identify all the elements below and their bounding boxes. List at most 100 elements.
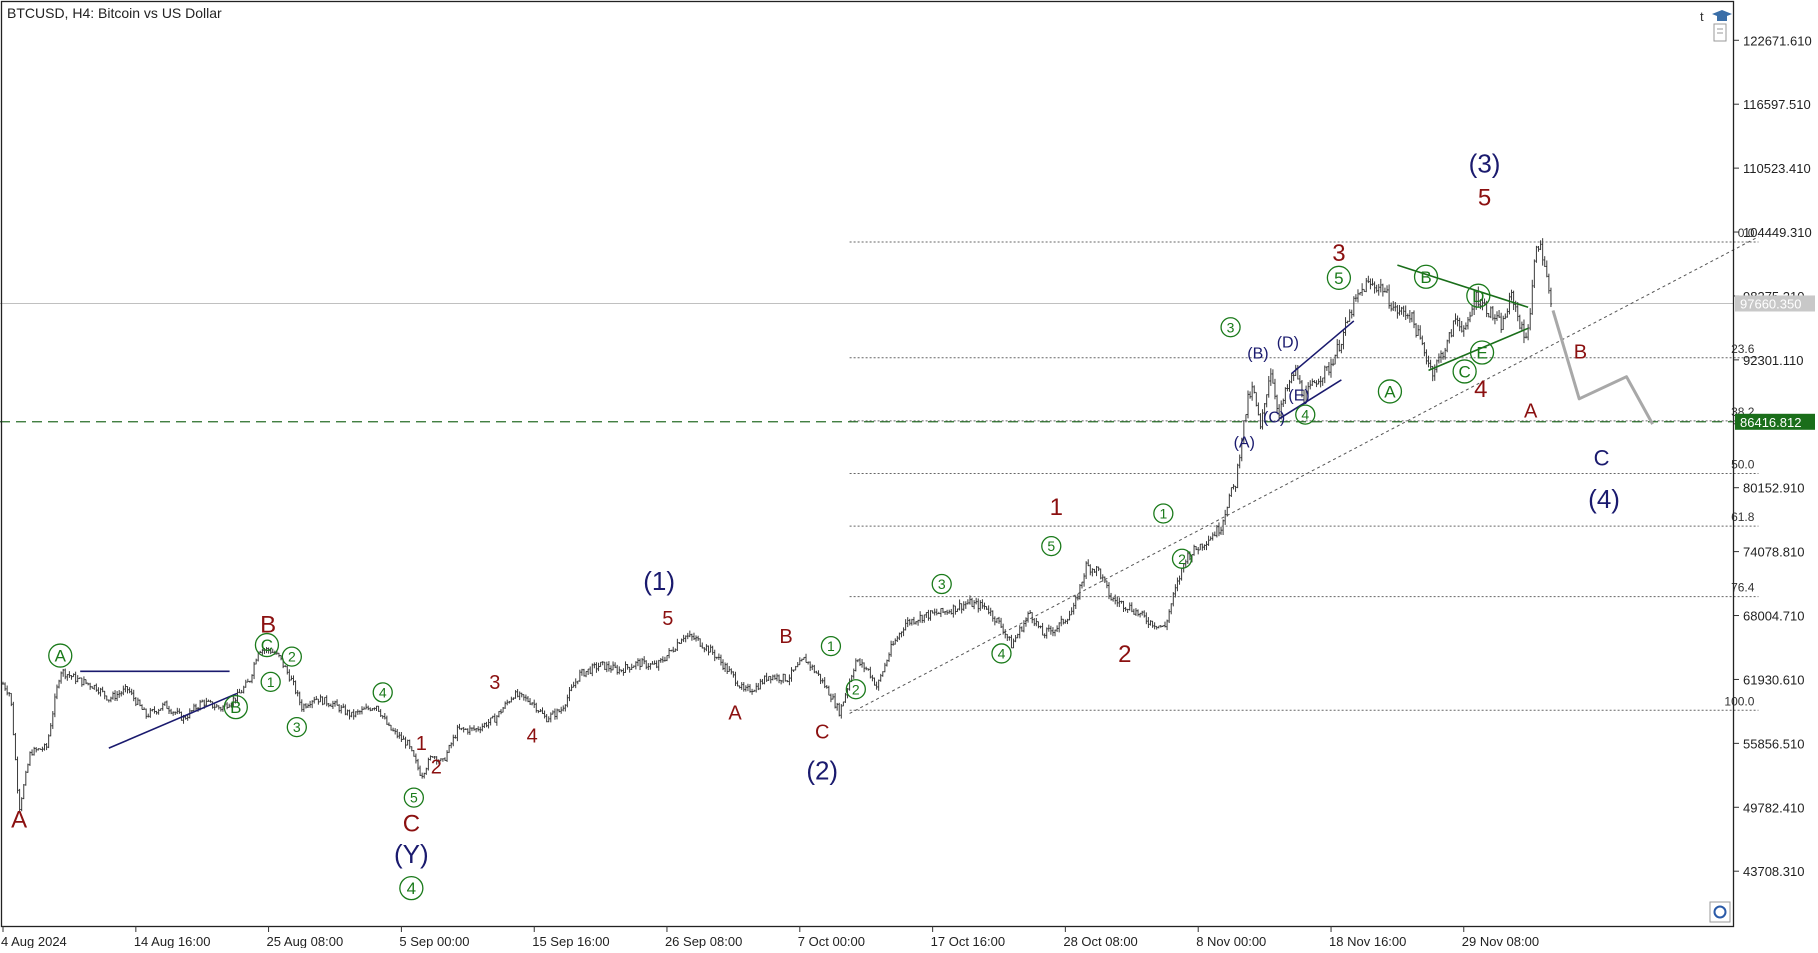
forecast-path	[1551, 309, 1654, 425]
forecast-polyline	[1551, 309, 1654, 425]
wave-label-21: C	[815, 722, 829, 744]
wave-label-9: 1	[416, 733, 427, 755]
wave-label-50: B	[1574, 342, 1587, 364]
svg-text:3: 3	[938, 576, 946, 592]
svg-text:2: 2	[288, 649, 296, 665]
wave-label-36: (C)	[1263, 409, 1285, 426]
wave-label-18: 5	[662, 608, 673, 630]
wave-label-14: 4	[399, 875, 424, 901]
wave-label-32: 3	[1220, 317, 1241, 338]
svg-text:1: 1	[827, 638, 835, 654]
wave-label-40: 5	[1326, 265, 1352, 290]
wave-label-47: 5	[1478, 184, 1491, 211]
wave-label-15: 3	[489, 672, 500, 694]
wave-label-26: 4	[991, 643, 1012, 664]
wave-label-13: (Y)	[394, 839, 429, 869]
svg-text:97660.350: 97660.350	[1740, 296, 1801, 311]
y-tick-label-11: 55856.510	[1743, 736, 1804, 751]
wave-label-48: (3)	[1469, 148, 1501, 178]
svg-text:86416.812: 86416.812	[1740, 415, 1801, 430]
y-tick-label-3: 104449.310	[1743, 225, 1812, 240]
wave-label-38: (A)	[1234, 435, 1255, 452]
wave-label-39: 3	[1332, 240, 1345, 267]
x-tick-label-11: 29 Nov 08:00	[1462, 934, 1539, 948]
wave-label-42: A	[1377, 379, 1403, 404]
svg-text:5: 5	[410, 790, 418, 806]
x-tick-label-4: 15 Sep 16:00	[532, 934, 609, 948]
svg-text:4: 4	[407, 879, 416, 898]
fib-label-5: 76.4	[1731, 581, 1755, 595]
wave-label-20: B	[779, 626, 792, 648]
y-tick-label-7: 80152.910	[1743, 481, 1804, 496]
wave-label-44: E	[1469, 340, 1495, 365]
wave-label-22: (2)	[806, 756, 838, 786]
x-tick-label-0: 4 Aug 2024	[1, 934, 67, 948]
wave-label-2: B	[223, 694, 248, 720]
candles	[2, 238, 1552, 813]
y-tick-label-9: 68004.710	[1743, 609, 1804, 624]
wave-labels: AABBC2134152C(Y)434(1)5ABC(2)1234152123(…	[11, 148, 1620, 901]
trend-lines	[0, 236, 1759, 714]
svg-text:C: C	[261, 636, 273, 655]
fib-label-1: 23.6	[1731, 342, 1755, 356]
y-tick-label-13: 43708.310	[1743, 864, 1804, 879]
wave-label-52: (4)	[1588, 484, 1620, 514]
wave-label-30: 1	[1153, 503, 1174, 524]
wave-label-19: A	[728, 703, 742, 725]
support-level-tag: 86416.812	[1735, 413, 1815, 430]
wave-label-0: A	[11, 806, 27, 833]
svg-text:A: A	[55, 647, 67, 666]
wave-label-1: A	[48, 643, 73, 668]
wave-label-49: A	[1524, 401, 1538, 423]
channel-line-2	[1291, 320, 1355, 375]
document-icon[interactable]	[1713, 23, 1727, 42]
wave-label-17: (1)	[643, 566, 675, 596]
x-axis: 4 Aug 2024 14 Aug 16:00 25 Aug 08:00 5 Sep …	[1, 926, 1539, 949]
wave-label-43: D	[1466, 283, 1491, 308]
svg-text:E: E	[1476, 344, 1487, 363]
wave-label-11: 2	[431, 756, 442, 778]
svg-text:B: B	[230, 698, 241, 717]
svg-text:5: 5	[1334, 269, 1343, 288]
y-tick-label-10: 61930.610	[1743, 672, 1804, 687]
wave-label-31: 2	[1171, 548, 1193, 569]
x-tick-label-7: 17 Oct 16:00	[931, 934, 1005, 948]
y-tick-label-8: 74078.810	[1743, 545, 1804, 560]
channel-line-4	[1397, 264, 1529, 309]
svg-text:2: 2	[852, 681, 860, 697]
graduation-cap-icon[interactable]: t	[1700, 9, 1732, 24]
svg-text:D: D	[1472, 287, 1484, 306]
wave-label-7: 3	[286, 716, 307, 738]
wave-label-51: C	[1594, 446, 1610, 471]
x-tick-label-3: 5 Sep 00:00	[399, 934, 469, 948]
x-tick-label-1: 14 Aug 16:00	[134, 934, 211, 948]
svg-text:3: 3	[1227, 319, 1235, 335]
wave-label-41: B	[1413, 264, 1439, 289]
wave-label-24: 2	[845, 679, 866, 700]
wave-label-25: 3	[931, 573, 952, 595]
svg-text:5: 5	[1047, 538, 1055, 554]
wave-label-27: 1	[1050, 494, 1063, 521]
channel-line-5	[1428, 327, 1529, 372]
svg-text:3: 3	[293, 719, 301, 735]
fib-label-3: 50.0	[1731, 458, 1755, 472]
wave-label-33: (B)	[1247, 345, 1268, 362]
channel-line-3	[1278, 379, 1342, 420]
svg-text:2: 2	[1178, 551, 1186, 567]
y-axis: 122671.610 116597.510 110523.410 104449.310…	[1734, 33, 1812, 879]
y-tick-label-0: 122671.610	[1743, 33, 1812, 48]
options-icon[interactable]	[1709, 901, 1731, 923]
x-tick-label-9: 8 Nov 00:00	[1196, 934, 1266, 948]
fib-label-4: 61.8	[1731, 510, 1755, 524]
price-tags: 97660.350 86416.812	[1735, 295, 1815, 430]
y-tick-label-12: 49782.410	[1743, 800, 1804, 815]
fib-label-0: 0.0	[1738, 226, 1755, 240]
svg-text:1: 1	[1159, 506, 1167, 522]
y-tick-label-2: 110523.410	[1743, 161, 1811, 176]
svg-text:t: t	[1700, 9, 1704, 24]
wave-label-28: 5	[1041, 535, 1062, 557]
